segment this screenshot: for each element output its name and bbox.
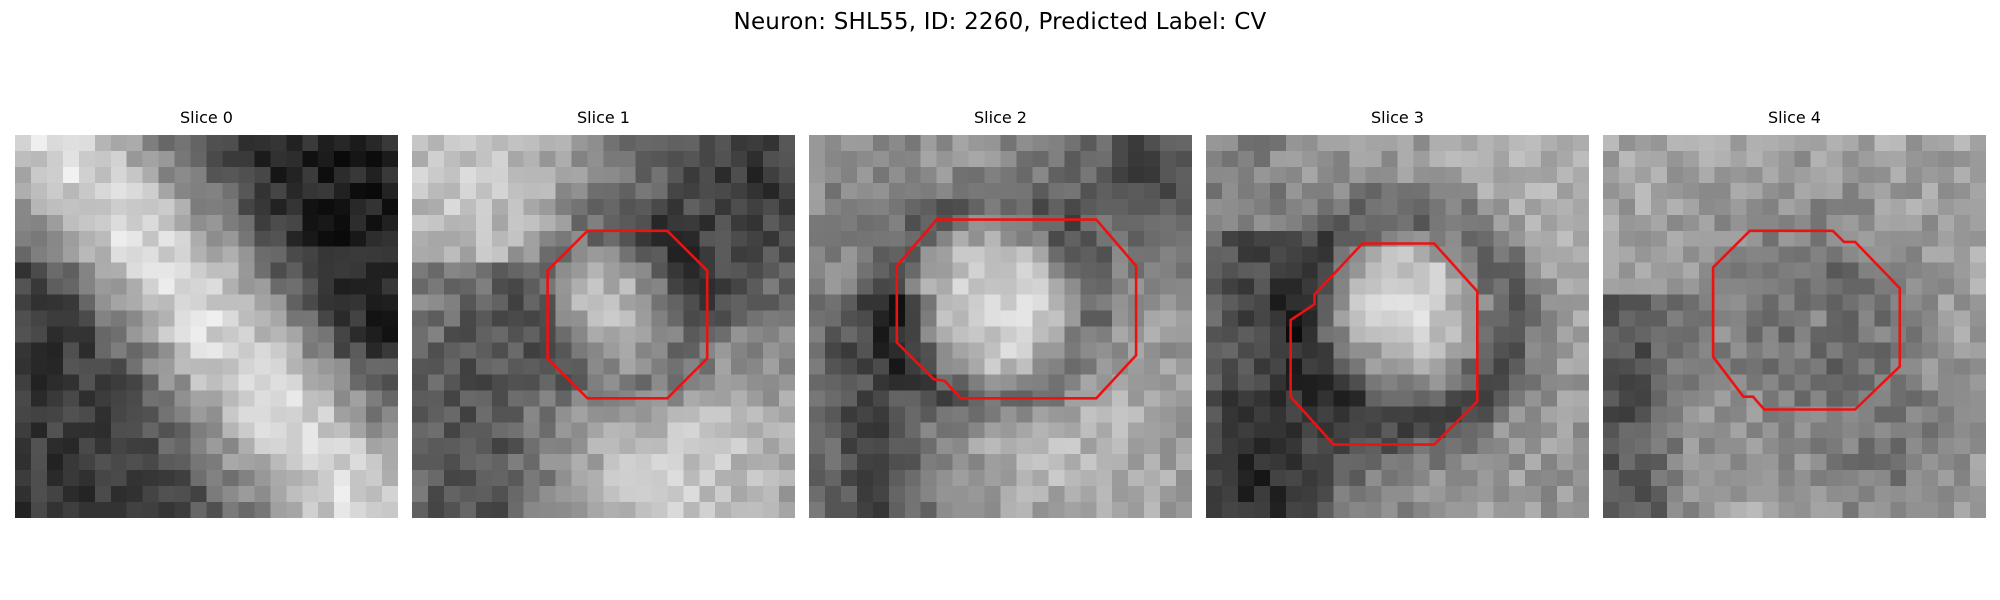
slice-image	[809, 135, 1192, 518]
slice-panel-4: Slice 4	[1603, 108, 1986, 518]
octagon-contour-icon	[895, 218, 1138, 400]
slice-title: Slice 4	[1768, 108, 1821, 127]
slice-title: Slice 0	[180, 108, 233, 127]
octagon-contour-icon	[1289, 242, 1479, 446]
slice-image	[15, 135, 398, 518]
figure-title: Neuron: SHL55, ID: 2260, Predicted Label…	[733, 9, 1267, 35]
slice-image	[412, 135, 795, 518]
octagon-contour-icon	[546, 229, 709, 400]
slice-panel-1: Slice 1	[412, 108, 795, 518]
slice-title: Slice 1	[577, 108, 630, 127]
slice-title: Slice 2	[974, 108, 1027, 127]
octagon-contour-icon	[1711, 229, 1902, 411]
slice-panel-2: Slice 2	[809, 108, 1192, 518]
slice-title: Slice 3	[1371, 108, 1424, 127]
slice-image	[1206, 135, 1589, 518]
slice-panel-3: Slice 3	[1206, 108, 1589, 518]
slice-image	[1603, 135, 1986, 518]
slice-panel-0: Slice 0	[15, 108, 398, 518]
